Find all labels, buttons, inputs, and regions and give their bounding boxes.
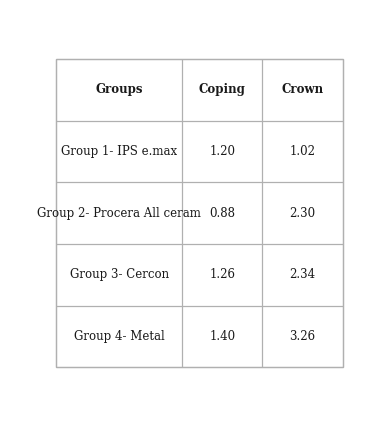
Text: 3.26: 3.26 — [289, 330, 315, 343]
Text: Crown: Crown — [281, 83, 324, 96]
Text: 1.40: 1.40 — [209, 330, 235, 343]
Text: 1.26: 1.26 — [209, 268, 235, 281]
Text: Groups: Groups — [95, 83, 143, 96]
Text: Coping: Coping — [199, 83, 246, 96]
Text: 1.20: 1.20 — [209, 145, 235, 158]
Text: 2.30: 2.30 — [289, 207, 315, 219]
Text: Group 1- IPS e.max: Group 1- IPS e.max — [61, 145, 177, 158]
Text: Group 2- Procera All ceram: Group 2- Procera All ceram — [37, 207, 201, 219]
Text: Group 4- Metal: Group 4- Metal — [74, 330, 165, 343]
Text: 1.02: 1.02 — [289, 145, 315, 158]
Text: 0.88: 0.88 — [209, 207, 235, 219]
Text: Group 3- Cercon: Group 3- Cercon — [70, 268, 169, 281]
Text: 2.34: 2.34 — [289, 268, 315, 281]
